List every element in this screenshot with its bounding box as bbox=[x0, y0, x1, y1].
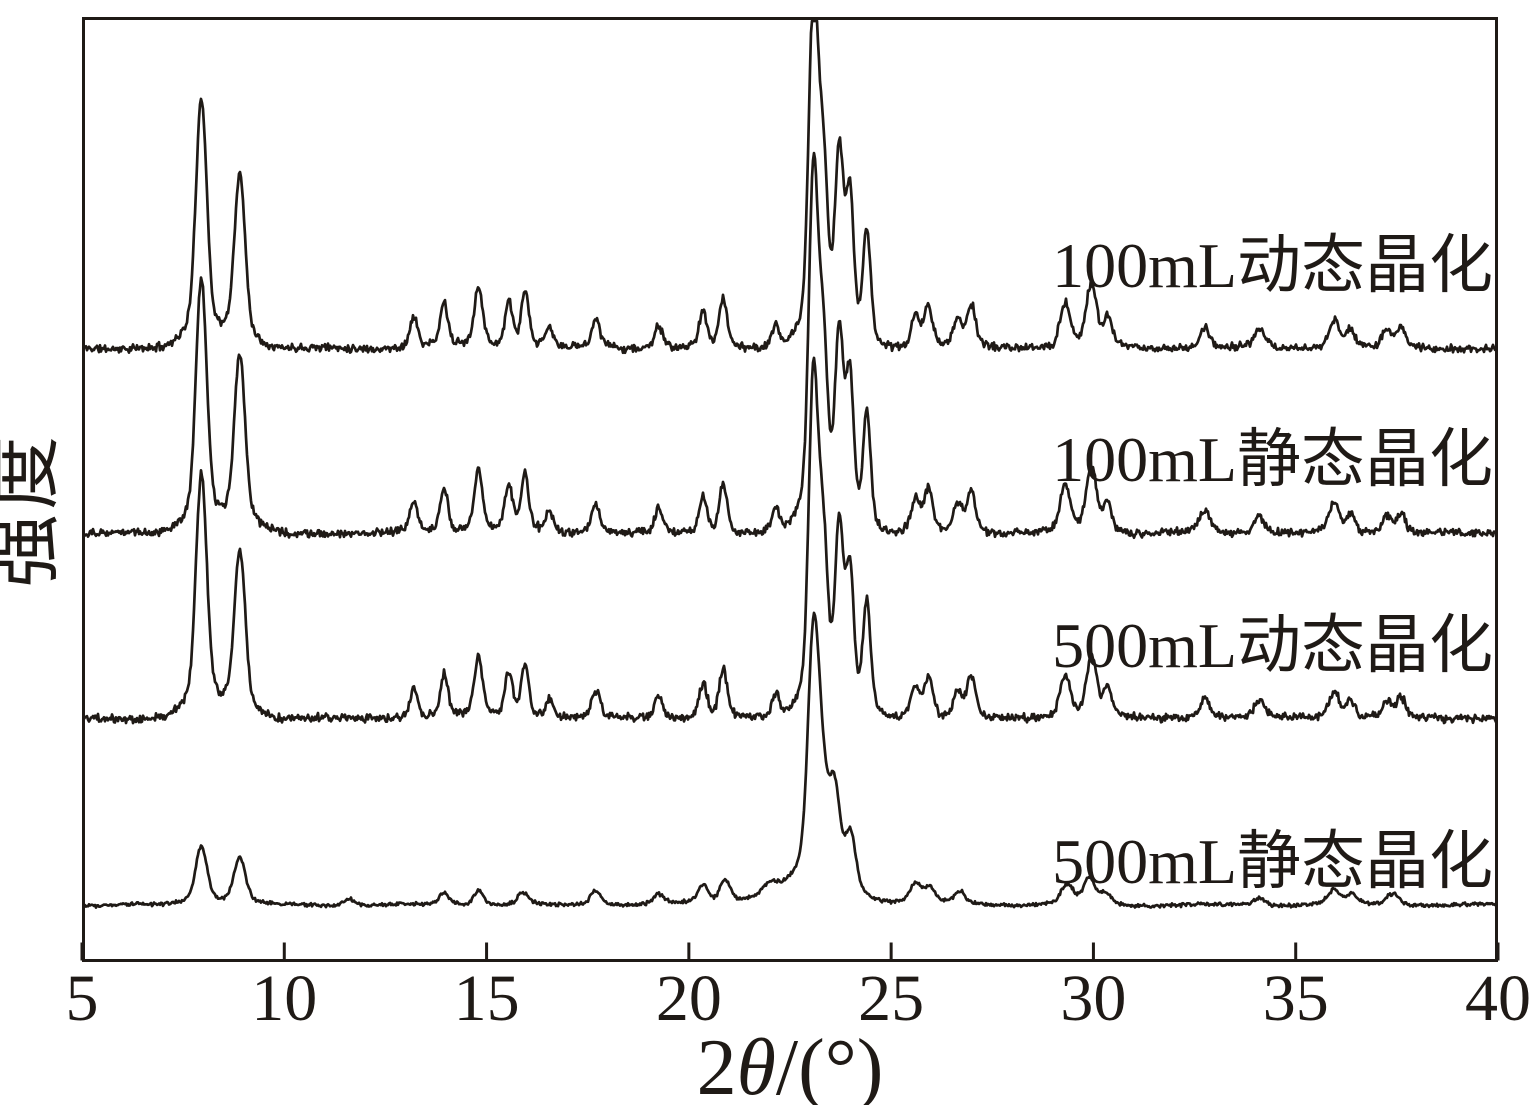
y-axis-title: 强度 bbox=[0, 432, 67, 588]
series-trace-3 bbox=[82, 356, 1498, 725]
x-axis-title: 2θ/(°) bbox=[697, 1024, 884, 1105]
generated-chart-layer: 5 10 15 20 25 30 35 40 100mL动态晶化 100mL静态晶化 500mL动态… bbox=[66, 17, 1531, 1035]
x-tick-label-20: 20 bbox=[656, 962, 722, 1035]
series-trace-4 bbox=[83, 611, 1497, 909]
series-label-3: 500mL动态晶化 bbox=[1052, 610, 1493, 681]
theta-symbol: θ bbox=[737, 1024, 776, 1105]
x-tick-label-5: 5 bbox=[66, 962, 99, 1035]
x-axis-title-prefix: 2 bbox=[697, 1024, 737, 1105]
plot-frame bbox=[82, 17, 1498, 962]
series-label-2: 100mL静态晶化 bbox=[1052, 424, 1493, 495]
x-axis-title-unit: /(°) bbox=[776, 1024, 884, 1105]
series-trace-2 bbox=[83, 151, 1498, 540]
x-tick-label-15: 15 bbox=[454, 962, 520, 1035]
x-tick-label-35: 35 bbox=[1263, 962, 1329, 1035]
series-label-1: 100mL动态晶化 bbox=[1052, 230, 1493, 301]
x-tick-label-25: 25 bbox=[858, 962, 924, 1035]
x-tick-label-30: 30 bbox=[1060, 962, 1126, 1035]
series-trace-1 bbox=[83, 19, 1498, 355]
x-tick-label-40: 40 bbox=[1465, 962, 1531, 1035]
x-tick-label-10: 10 bbox=[251, 962, 317, 1035]
series-label-4: 500mL静态晶化 bbox=[1052, 826, 1493, 897]
